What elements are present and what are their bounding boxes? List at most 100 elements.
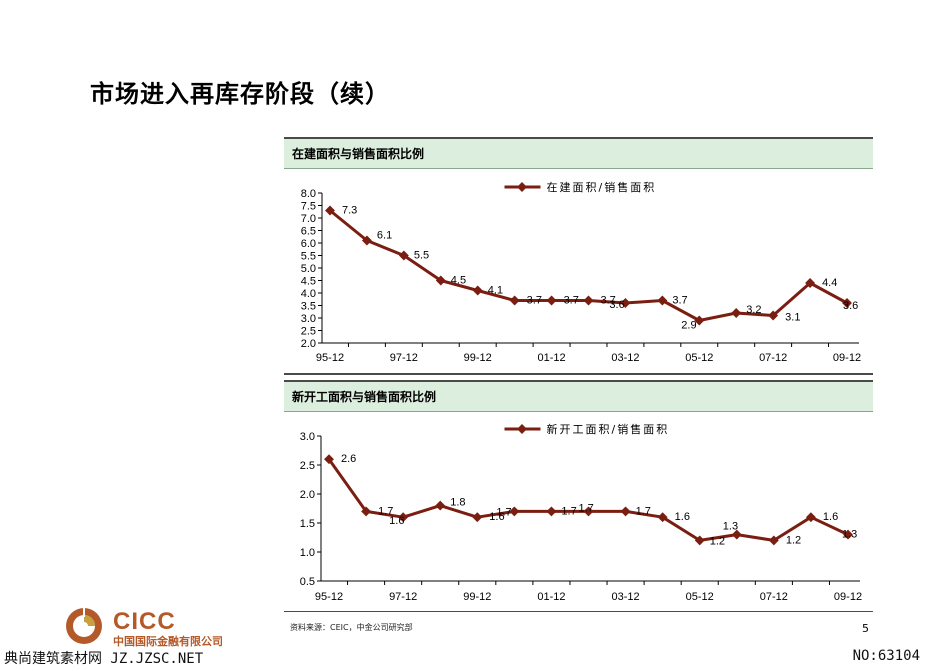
data-label: 6.1 — [377, 230, 392, 242]
data-label: 3.7 — [527, 295, 542, 307]
x-tick-label: 07-12 — [760, 591, 788, 603]
page-title: 市场进入再库存阶段（续） — [90, 80, 390, 108]
legend-marker — [517, 424, 527, 434]
data-label: 1.6 — [389, 515, 404, 527]
y-tick-label: 0.5 — [300, 576, 315, 588]
y-tick-label: 2.5 — [300, 460, 315, 472]
x-tick-label: 97-12 — [389, 591, 417, 603]
watermark: 典尚建筑素材网 JZ.JZSC.NET NO:63104 — [0, 648, 950, 667]
data-point — [694, 535, 705, 546]
data-label: 3.1 — [785, 312, 800, 324]
x-tick-label: 99-12 — [463, 591, 491, 603]
x-tick-label: 97-12 — [390, 352, 418, 364]
y-tick-label: 3.0 — [300, 431, 315, 443]
data-point — [620, 506, 631, 517]
data-label: 1.6 — [675, 511, 690, 523]
data-point — [583, 506, 594, 517]
chart1: 2.0 2.5 3.0 3.5 4.0 4.5 5.0 5.5 6.0 6.5 7.0 7.5 8.0 9… — [284, 171, 873, 369]
data-label: 2.9 — [681, 320, 696, 332]
y-tick-label: 5.0 — [301, 263, 316, 275]
data-label: 4.4 — [822, 277, 837, 289]
chart2: 0.5 1.0 1.5 2.0 2.5 3.0 95-12 97-12 99-12 01-12 03… — [284, 414, 873, 610]
data-point — [583, 295, 594, 306]
y-tick-label: 6.5 — [301, 226, 316, 238]
y-tick-label: 3.0 — [301, 313, 316, 325]
data-label: 1.6 — [823, 511, 838, 523]
cicc-logo-icon — [66, 608, 102, 644]
chart1-svg: 2.02.53.03.54.04.55.05.56.06.57.07.58.09… — [301, 180, 861, 364]
y-tick-label: 7.5 — [301, 201, 316, 213]
data-label: 1.7 — [496, 506, 511, 518]
y-tick-label: 4.5 — [301, 276, 316, 288]
data-label: 2.6 — [341, 453, 356, 465]
chart2-svg: 0.5 1.0 1.5 2.0 2.5 3.0 95-12 97-12 99-12 01-12 03… — [300, 422, 862, 603]
data-label: 3.6 — [609, 299, 624, 311]
y-tick-label: 3.5 — [301, 301, 316, 313]
data-label: 3.2 — [746, 304, 761, 316]
data-point — [805, 512, 816, 523]
data-label: 1.7 — [378, 505, 393, 517]
page-number: 5 — [862, 622, 869, 635]
legend-marker — [517, 182, 527, 192]
data-label: 4.5 — [451, 275, 466, 287]
y-tick-label: 2.0 — [301, 338, 316, 350]
y-tick-label: 2.5 — [301, 326, 316, 338]
data-point — [472, 512, 483, 523]
data-point — [472, 285, 483, 296]
data-point — [546, 506, 557, 517]
y-tick-label: 7.0 — [301, 213, 316, 225]
data-label: 1.6 — [489, 511, 504, 523]
x-tick-label: 95-12 — [316, 352, 344, 364]
data-label: 1.3 — [723, 521, 738, 533]
y-tick-label: 5.5 — [301, 251, 316, 263]
divider — [284, 373, 873, 375]
data-label: 3.7 — [672, 295, 687, 307]
y-tick-label: 4.0 — [301, 288, 316, 300]
x-tick-label: 07-12 — [759, 352, 787, 364]
data-label: 1.2 — [710, 535, 725, 547]
data-point — [546, 295, 557, 306]
watermark-right: NO:63104 — [852, 648, 920, 664]
data-label: 1.7 — [636, 505, 651, 517]
data-label: 1.7 — [579, 502, 594, 514]
data-label: 4.1 — [488, 285, 503, 297]
chart1-header: 在建面积与销售面积比例 — [284, 137, 873, 169]
divider — [284, 611, 873, 612]
data-point — [361, 506, 372, 517]
source-note: 资料来源：CEIC，中金公司研究部 — [290, 623, 413, 632]
data-label: 7.3 — [342, 205, 357, 217]
series-line — [327, 458, 849, 542]
data-label: 1.3 — [842, 529, 857, 541]
data-label: 1.7 — [561, 505, 576, 517]
y-tick-label: 6.0 — [301, 238, 316, 250]
logo-subtitle: 中国国际金融有限公司 — [113, 635, 223, 648]
x-tick-label: 09-12 — [833, 352, 861, 364]
x-tick-label: 09-12 — [834, 591, 862, 603]
y-tick-label: 1.0 — [300, 547, 315, 559]
x-tick-label: 05-12 — [685, 352, 713, 364]
watermark-left: 典尚建筑素材网 JZ.JZSC.NET — [4, 651, 204, 667]
data-point — [842, 298, 852, 308]
data-point — [731, 529, 742, 540]
data-point — [435, 275, 446, 286]
data-label: 1.2 — [786, 534, 801, 546]
data-point — [805, 278, 816, 288]
x-tick-label: 01-12 — [537, 591, 565, 603]
x-tick-label: 95-12 — [315, 591, 343, 603]
y-tick-label: 1.5 — [300, 518, 315, 530]
chart2-header: 新开工面积与销售面积比例 — [284, 380, 873, 412]
data-point — [435, 500, 446, 511]
x-tick-label: 99-12 — [464, 352, 492, 364]
data-point — [843, 529, 853, 540]
y-tick-label: 8.0 — [301, 188, 316, 200]
data-point — [694, 315, 705, 326]
data-point — [361, 235, 372, 246]
x-tick-label: 01-12 — [538, 352, 566, 364]
data-label: 5.5 — [414, 250, 429, 262]
data-point — [731, 308, 742, 318]
x-tick-label: 03-12 — [612, 591, 640, 603]
data-label: 1.8 — [450, 497, 465, 509]
x-tick-label: 03-12 — [611, 352, 639, 364]
x-tick-label: 05-12 — [686, 591, 714, 603]
data-label: 3.7 — [601, 295, 616, 307]
